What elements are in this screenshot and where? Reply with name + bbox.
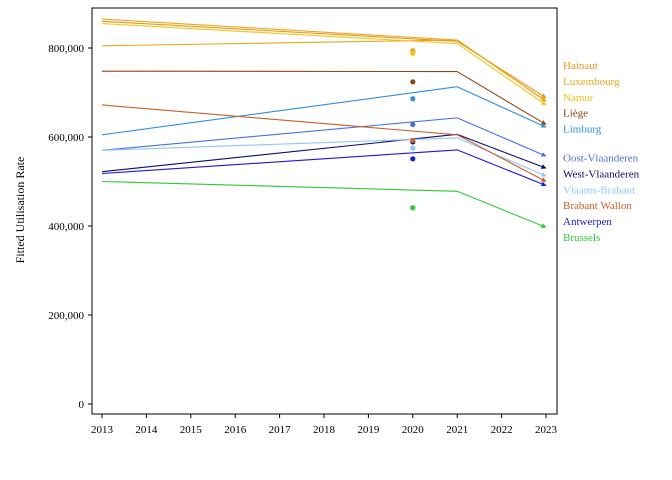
legend-label-brussels: Brussels bbox=[563, 232, 600, 244]
west-vlaanderen-fit-line bbox=[101, 133, 458, 173]
x-tick-label: 2023 bbox=[535, 424, 558, 436]
y-tick-label: 800,000 bbox=[48, 43, 84, 55]
y-tick-label: 200,000 bbox=[48, 310, 84, 322]
limburg-observed-point bbox=[410, 96, 416, 102]
legend-label-li-ge: Liège bbox=[563, 108, 588, 120]
legend-label-vlaams-brabant: Vlaams-Brabant bbox=[563, 184, 635, 196]
legend-label-brabant-wallon: Brabant Wallon bbox=[563, 200, 632, 212]
legend-label-namur: Namur bbox=[563, 92, 594, 104]
plot-area: 2013 2014 2015 2016 2017 2018 2019 2020 2021 2022… bbox=[48, 7, 640, 436]
namur-projection-line bbox=[456, 43, 547, 106]
vlaams-brabant-projection-line bbox=[456, 137, 547, 177]
vlaams-brabant-fit-line bbox=[101, 137, 458, 151]
x-tick-label: 2021 bbox=[446, 424, 468, 436]
brabant-wallon-fit-line bbox=[101, 104, 458, 136]
brussels-fit-line bbox=[101, 180, 458, 192]
luxembourg-fit-line bbox=[101, 18, 458, 41]
limburg-fit-line bbox=[101, 86, 458, 136]
antwerpen-projection-line bbox=[456, 149, 547, 187]
legend-label-limburg: Limburg bbox=[563, 124, 602, 136]
x-tick-label: 2022 bbox=[491, 424, 513, 436]
x-tick-label: 2016 bbox=[224, 424, 247, 436]
brabant-wallon-observed-point bbox=[410, 137, 416, 144]
legend-label-west-vlaanderen: West-Vlaanderen bbox=[563, 168, 640, 180]
antwerpen-fit-line bbox=[101, 149, 458, 175]
namur-observed-point bbox=[410, 50, 416, 56]
x-tick-label: 2014 bbox=[135, 424, 158, 436]
legend-label-hainaut: Hainaut bbox=[563, 60, 598, 72]
li-ge-observed-point bbox=[410, 79, 416, 85]
extra-series-fit-line bbox=[101, 39, 458, 47]
oost-vlaanderen-fit-line bbox=[101, 117, 458, 151]
luxembourg-projection-line bbox=[456, 39, 547, 102]
limburg-projection-line bbox=[456, 86, 547, 128]
li-ge-projection-line bbox=[456, 71, 547, 126]
west-vlaanderen-projection-line bbox=[457, 133, 547, 169]
y-tick-label: 600,000 bbox=[48, 132, 84, 144]
legend-label-oost-vlaanderen: Oost-Vlaanderen bbox=[563, 153, 639, 165]
x-tick-label: 2018 bbox=[313, 424, 336, 436]
x-tick-label: 2015 bbox=[180, 424, 203, 436]
y-tick-label: 0 bbox=[79, 399, 85, 411]
legend-label-luxembourg: Luxembourg bbox=[563, 76, 620, 88]
namur-fit-line bbox=[101, 22, 458, 45]
brussels-observed-point bbox=[410, 205, 416, 211]
y-axis-title: Fitted Utilisation Rate bbox=[13, 157, 27, 264]
oost-vlaanderen-observed-point bbox=[410, 121, 416, 128]
brussels-projection-line bbox=[456, 190, 547, 228]
y-tick-label: 400,000 bbox=[48, 221, 84, 233]
vlaams-brabant-observed-point bbox=[410, 145, 416, 151]
hainaut-fit-line bbox=[101, 20, 458, 42]
brabant-wallon-projection-line bbox=[456, 134, 547, 182]
antwerpen-observed-point bbox=[410, 156, 416, 162]
x-tick-label: 2020 bbox=[402, 424, 425, 436]
x-tick-label: 2019 bbox=[357, 424, 380, 436]
legend-label-antwerpen: Antwerpen bbox=[563, 216, 612, 228]
x-tick-label: 2017 bbox=[269, 424, 292, 436]
x-tick-label: 2013 bbox=[91, 424, 114, 436]
oost-vlaanderen-projection-line bbox=[456, 117, 547, 157]
